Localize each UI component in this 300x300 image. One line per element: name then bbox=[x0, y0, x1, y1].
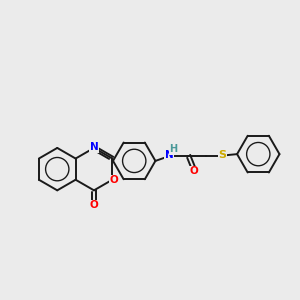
Text: S: S bbox=[218, 150, 226, 160]
Text: O: O bbox=[90, 200, 99, 210]
Text: O: O bbox=[109, 175, 118, 185]
Text: N: N bbox=[90, 142, 98, 152]
Text: H: H bbox=[169, 144, 177, 154]
Text: O: O bbox=[189, 166, 198, 176]
Text: N: N bbox=[165, 150, 174, 160]
